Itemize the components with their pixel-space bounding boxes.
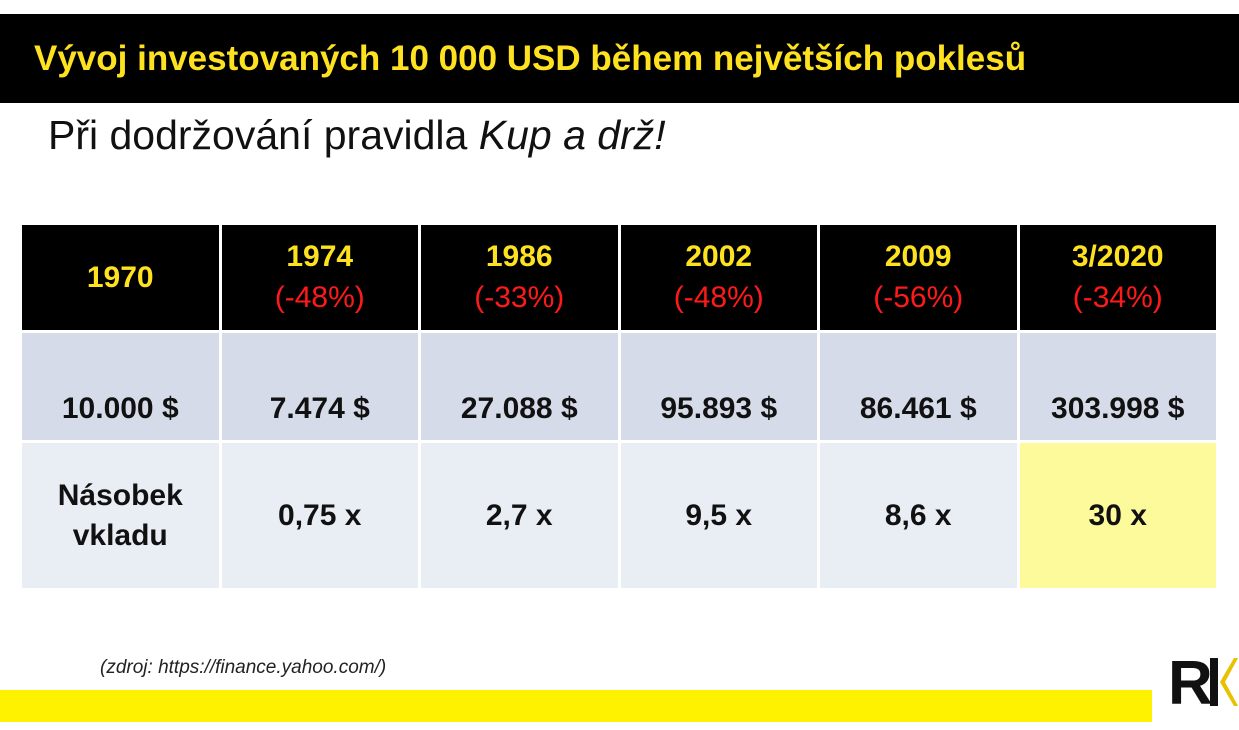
- header-cell: 1974 (-48%): [221, 225, 418, 330]
- subtitle-text: Při dodržování pravidla: [48, 112, 468, 158]
- table-cell: 9,5 x: [620, 443, 817, 588]
- table-cell: 86.461 $: [820, 333, 1017, 440]
- table-cell: 10.000 $: [22, 333, 219, 440]
- year: 1974: [286, 239, 354, 273]
- table-cell: 95.893 $: [620, 333, 817, 440]
- table-cell: Násobek vkladu: [22, 443, 219, 588]
- subtitle-emphasis: Kup a drž!: [478, 112, 666, 158]
- logo-arrow: [1220, 658, 1238, 706]
- header-cell: 1986 (-33%): [421, 225, 618, 330]
- header-cell: 2009 (-56%): [820, 225, 1017, 330]
- source: (zdroj: https://finance.yahoo.com/): [100, 657, 387, 678]
- header-cell: 3/2020 (-34%): [1019, 225, 1216, 330]
- year: 1970: [86, 260, 154, 294]
- logo: R: [1168, 649, 1238, 714]
- subtitle: Při dodržování pravidla Kup a drž!: [48, 112, 666, 159]
- table-cell: 8,6 x: [820, 443, 1017, 588]
- logo-letter: R: [1168, 649, 1213, 714]
- accent-bar: [0, 690, 1152, 722]
- table-cell: 303.998 $: [1019, 333, 1216, 440]
- table-cell: 30 x: [1019, 443, 1216, 588]
- drop: (-48%): [274, 280, 365, 314]
- year: 2009: [884, 239, 952, 273]
- year: 3/2020: [1071, 239, 1164, 273]
- title-bar: Vývoj investovaných 10 000 USD během nej…: [0, 14, 1239, 103]
- table-cell: 2,7 x: [421, 443, 618, 588]
- logo-stem: [1210, 658, 1218, 706]
- table-cell: 7.474 $: [221, 333, 418, 440]
- title: Vývoj investovaných 10 000 USD během nej…: [34, 39, 1027, 78]
- drop: (-48%): [673, 280, 764, 314]
- header-cell: 2002 (-48%): [620, 225, 817, 330]
- year: 2002: [685, 239, 753, 273]
- drop: (-33%): [474, 280, 565, 314]
- table-cell: 27.088 $: [421, 333, 618, 440]
- drop: (-56%): [873, 280, 964, 314]
- header-cell: 1970: [22, 225, 219, 330]
- table-cell: 0,75 x: [221, 443, 418, 588]
- year: 1986: [485, 239, 553, 273]
- drop: (-34%): [1072, 280, 1163, 314]
